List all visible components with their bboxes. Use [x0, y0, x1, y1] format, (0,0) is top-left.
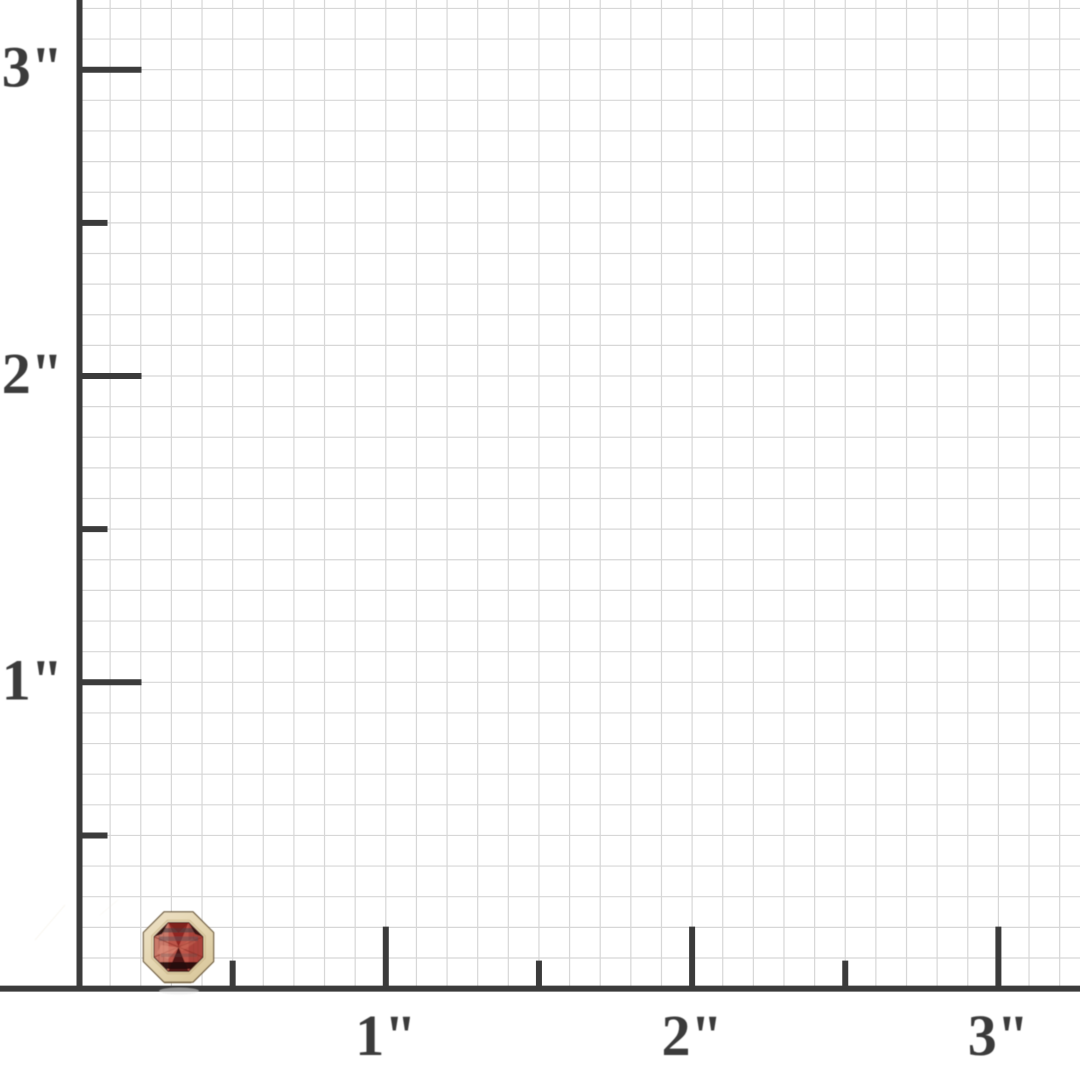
svg-text:3": 3" — [2, 35, 63, 100]
svg-text:2": 2" — [661, 1003, 722, 1068]
svg-text:1": 1" — [355, 1003, 416, 1068]
svg-text:3": 3" — [968, 1003, 1029, 1068]
svg-text:1": 1" — [2, 647, 63, 712]
svg-text:2": 2" — [2, 341, 63, 406]
